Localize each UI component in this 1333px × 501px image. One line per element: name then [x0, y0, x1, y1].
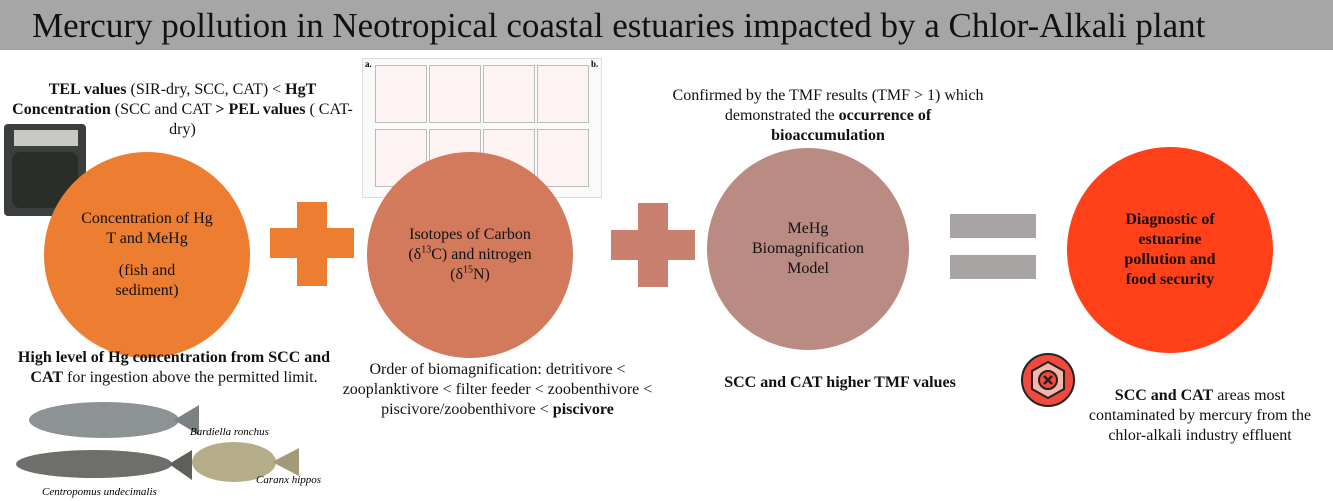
circle-text: MeHg Biomagnification Model [746, 219, 870, 279]
circle-text: Isotopes of Carbon (δ13C) and nitrogen (… [400, 225, 540, 285]
panel-label: b. [591, 59, 599, 69]
text-run: N) [472, 266, 490, 283]
hg-level-note: High level of Hg concentration from SCC … [4, 348, 344, 388]
text-run: HgT Concentration [12, 81, 317, 118]
text-run: Concentration of Hg T and MeHg [81, 210, 213, 247]
text-run: piscivore [552, 401, 614, 418]
species-label: Bardiella ronchus [190, 426, 269, 438]
tel-note: TEL values (SIR-dry, SCC, CAT) < HgT Con… [10, 80, 355, 140]
subplot [483, 65, 535, 123]
tmf-note: Confirmed by the TMF results (TMF > 1) w… [668, 86, 988, 146]
fish [192, 442, 276, 482]
species-label: Caranx hippos [256, 474, 322, 486]
species-label: Centropomus undecimalis [42, 486, 157, 498]
order-note: Order of biomagnification: detritivore <… [335, 360, 660, 420]
text-run: occurrence of bioaccumulation [771, 107, 932, 144]
fish [16, 450, 172, 478]
text-run: > PEL values [215, 101, 306, 118]
concentration-circle: Concentration of Hg T and MeHg (fish and… [44, 152, 250, 358]
equals-sign [950, 214, 1036, 238]
photo-tray [14, 130, 78, 146]
fish-tail [272, 448, 299, 476]
text-run: (SCC and CAT [110, 101, 216, 118]
subplot [537, 129, 589, 187]
text-run: C) and nitrogen (δ [431, 246, 532, 283]
text-run: SCC and CAT [1114, 387, 1214, 404]
plus-sign [297, 202, 327, 286]
fish-tail [169, 450, 192, 480]
text-run: ( CAT-dry) [169, 101, 353, 138]
diagnostic-circle: Diagnostic of estuarine pollution and fo… [1067, 147, 1273, 353]
subplot [537, 65, 589, 123]
text-run: (SIR-dry, SCC, CAT) < [126, 81, 286, 98]
text-run: Confirmed by the TMF results (TMF > 1) w… [672, 87, 984, 124]
fish-drawings [16, 402, 299, 482]
equals-sign [950, 255, 1036, 279]
tmf-values-note: SCC and CAT higher TMF values [690, 373, 990, 393]
text-run: MeHg Biomagnification Model [752, 220, 864, 277]
title: Mercury pollution in Neotropical coastal… [32, 6, 1206, 45]
text-run: areas most contaminated by mercury from … [1088, 387, 1312, 444]
plus-sign [638, 203, 668, 287]
fish [29, 402, 179, 438]
text-run: High level of Hg concentration from SCC … [17, 349, 331, 386]
text-run: Order of biomagnification: detritivore <… [342, 361, 653, 418]
text-run: Isotopes of Carbon (δ [408, 226, 531, 263]
model-circle: MeHg Biomagnification Model [707, 148, 909, 350]
subplot [429, 65, 481, 123]
circle-text: Concentration of Hg T and MeHg [81, 209, 213, 249]
fish-tail [174, 405, 199, 435]
panel-label: a. [365, 59, 372, 69]
text-run: SCC and CAT higher TMF values [724, 374, 956, 391]
circle-note: (fish and sediment) [115, 262, 179, 299]
subplot [375, 65, 427, 123]
warning-icon [1021, 353, 1075, 407]
text-run: TEL values [48, 81, 127, 98]
icon-cross [1043, 375, 1053, 385]
circle-text: Diagnostic of estuarine pollution and fo… [1114, 210, 1226, 290]
contamination-note: SCC and CAT areas most contaminated by m… [1075, 386, 1325, 446]
text-run: Diagnostic of estuarine pollution and fo… [1124, 211, 1216, 288]
title-bar: Mercury pollution in Neotropical coastal… [0, 0, 1333, 50]
text-run: 15 [462, 264, 473, 276]
text-run: for ingestion above the permitted limit. [62, 369, 318, 386]
isotopes-circle: Isotopes of Carbon (δ13C) and nitrogen (… [367, 152, 573, 358]
text-run: 13 [421, 244, 432, 256]
